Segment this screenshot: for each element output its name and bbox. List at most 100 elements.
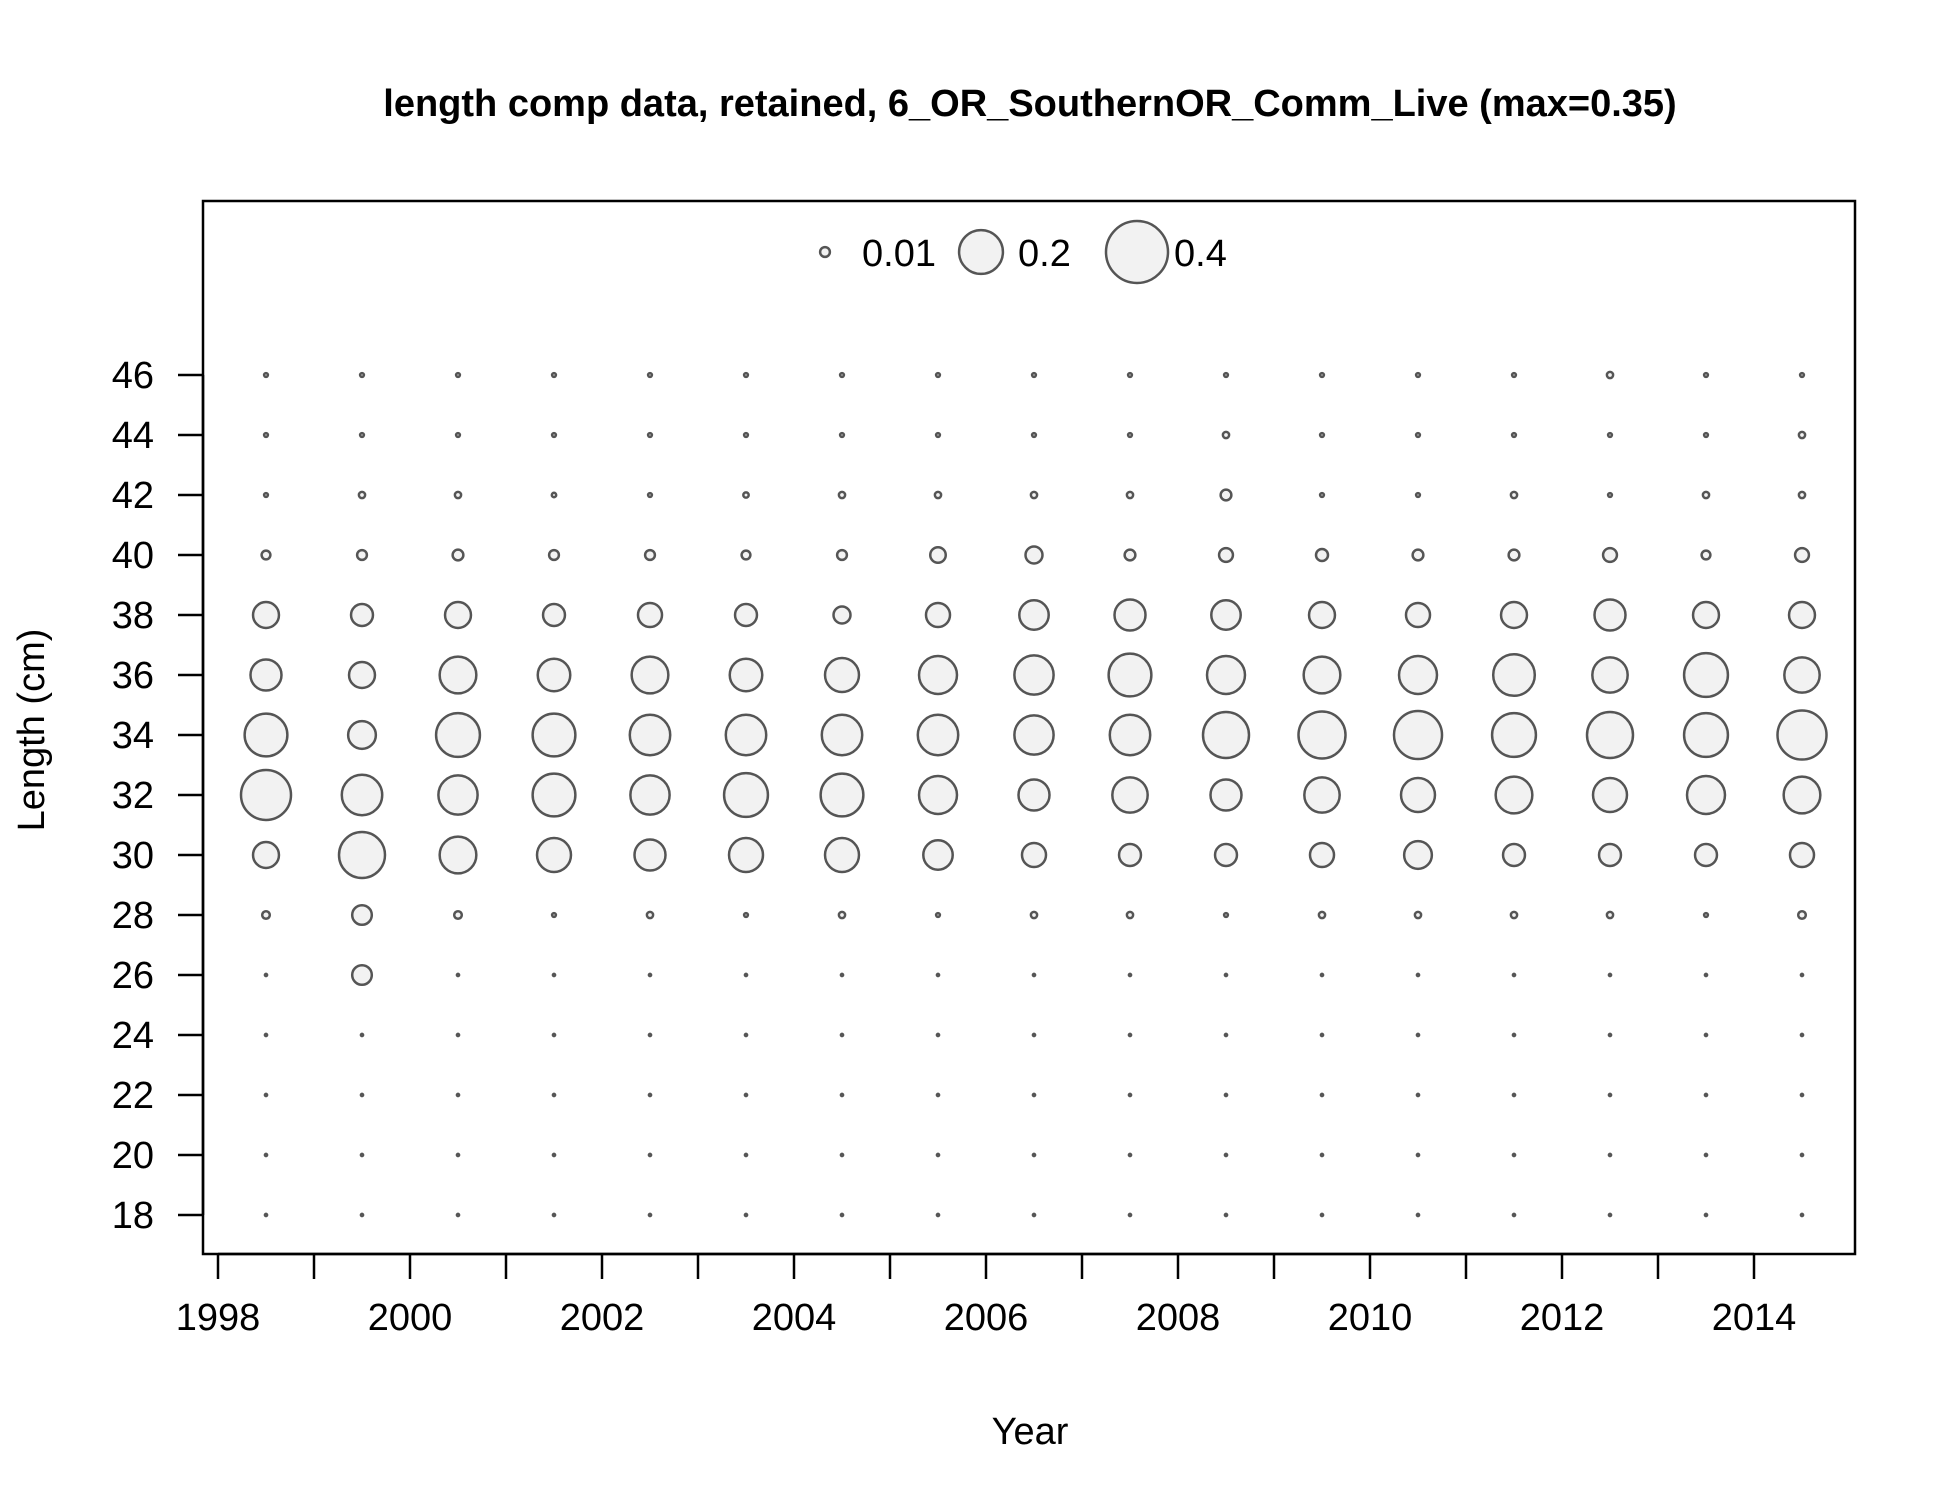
y-tick-label: 42 (112, 475, 154, 517)
bubble (1415, 1152, 1421, 1158)
bubble (263, 1032, 269, 1038)
bubble (630, 655, 670, 695)
bubble (1415, 1212, 1421, 1218)
bubble (1510, 371, 1518, 379)
bubble (743, 1092, 749, 1098)
y-tick-label: 18 (112, 1195, 154, 1237)
bubble (839, 1032, 845, 1038)
bubble (1782, 775, 1822, 815)
bubble (743, 1152, 749, 1158)
bubble (1601, 546, 1619, 564)
bubble (839, 1092, 845, 1098)
bubble (1415, 972, 1421, 978)
bubble (1318, 491, 1326, 499)
bubble (536, 657, 572, 693)
x-tick-label: 2006 (944, 1297, 1029, 1339)
bubble (357, 490, 367, 500)
bubble (1415, 1032, 1421, 1038)
bubble (837, 910, 847, 920)
bubble (455, 972, 461, 978)
bubble (437, 774, 479, 816)
bubble (935, 1092, 941, 1098)
legend-bubble (818, 245, 832, 259)
bubble (550, 371, 558, 379)
bubble (1031, 1032, 1037, 1038)
bubble (1031, 972, 1037, 978)
bubble (1223, 1152, 1229, 1158)
x-tick-label: 2008 (1136, 1297, 1221, 1339)
bubble (1223, 972, 1229, 978)
bubble (1219, 488, 1233, 502)
bubble (728, 657, 764, 693)
bubble (1798, 371, 1806, 379)
bubble (454, 431, 462, 439)
bubble (359, 1152, 365, 1158)
bubble (743, 1032, 749, 1038)
x-tick-label: 2012 (1520, 1297, 1605, 1339)
x-tick-label: 2000 (368, 1297, 453, 1339)
y-tick-label: 20 (112, 1135, 154, 1177)
bubble (453, 490, 463, 500)
bubble (249, 658, 283, 692)
legend-bubble (957, 228, 1005, 276)
bubble (262, 371, 270, 379)
bubble (1125, 910, 1135, 920)
bubble (1494, 775, 1534, 815)
bubble (1127, 1032, 1133, 1038)
bubble (263, 1092, 269, 1098)
bubble (1703, 1092, 1709, 1098)
bubble (1702, 431, 1710, 439)
bubble (1020, 841, 1048, 869)
bubble (262, 431, 270, 439)
bubble (1606, 431, 1614, 439)
bubble (454, 371, 462, 379)
bubble (1319, 1212, 1325, 1218)
bubble (917, 774, 959, 816)
bubble (935, 1212, 941, 1218)
bubble (1317, 910, 1327, 920)
bubble (1397, 654, 1439, 696)
bubble (629, 774, 671, 816)
bubble (1030, 431, 1038, 439)
y-tick-label: 40 (112, 535, 154, 577)
bubble (1205, 654, 1247, 696)
bubble (742, 491, 750, 499)
bubble (1210, 599, 1242, 631)
bubble (260, 549, 272, 561)
bubble (1127, 1092, 1133, 1098)
bubble (438, 835, 478, 875)
bubble (1597, 842, 1623, 868)
bubble (1499, 600, 1529, 630)
bubble (1511, 972, 1517, 978)
y-tick-label: 44 (112, 415, 154, 457)
bubble (243, 712, 289, 758)
bubble (541, 602, 567, 628)
y-tick-label: 24 (112, 1015, 154, 1057)
bubble (935, 1152, 941, 1158)
bubble (251, 600, 281, 630)
bubble (933, 490, 943, 500)
bubble (1796, 909, 1808, 921)
bubble (359, 1032, 365, 1038)
bubble (1509, 490, 1519, 500)
y-tick-label: 46 (112, 355, 154, 397)
bubble (1510, 431, 1518, 439)
bubble (1511, 1152, 1517, 1158)
bubble (1318, 431, 1326, 439)
x-tick-label: 2004 (752, 1297, 837, 1339)
bubble (1314, 547, 1330, 563)
bubble (1319, 1032, 1325, 1038)
bubble (837, 490, 847, 500)
bubble (262, 491, 270, 499)
bubble (636, 601, 664, 629)
y-tick-label: 38 (112, 595, 154, 637)
bubble (1024, 545, 1044, 565)
x-axis: 1998 2000 2002 2004 2006 2008 2010 2012 2014 (176, 1252, 1796, 1339)
bubble (1605, 910, 1615, 920)
bubble (337, 830, 387, 880)
legend-label: 0.2 (1018, 233, 1071, 275)
bubble (742, 431, 750, 439)
bubble (934, 431, 942, 439)
bubble (1017, 778, 1051, 812)
bubble (1223, 1032, 1229, 1038)
